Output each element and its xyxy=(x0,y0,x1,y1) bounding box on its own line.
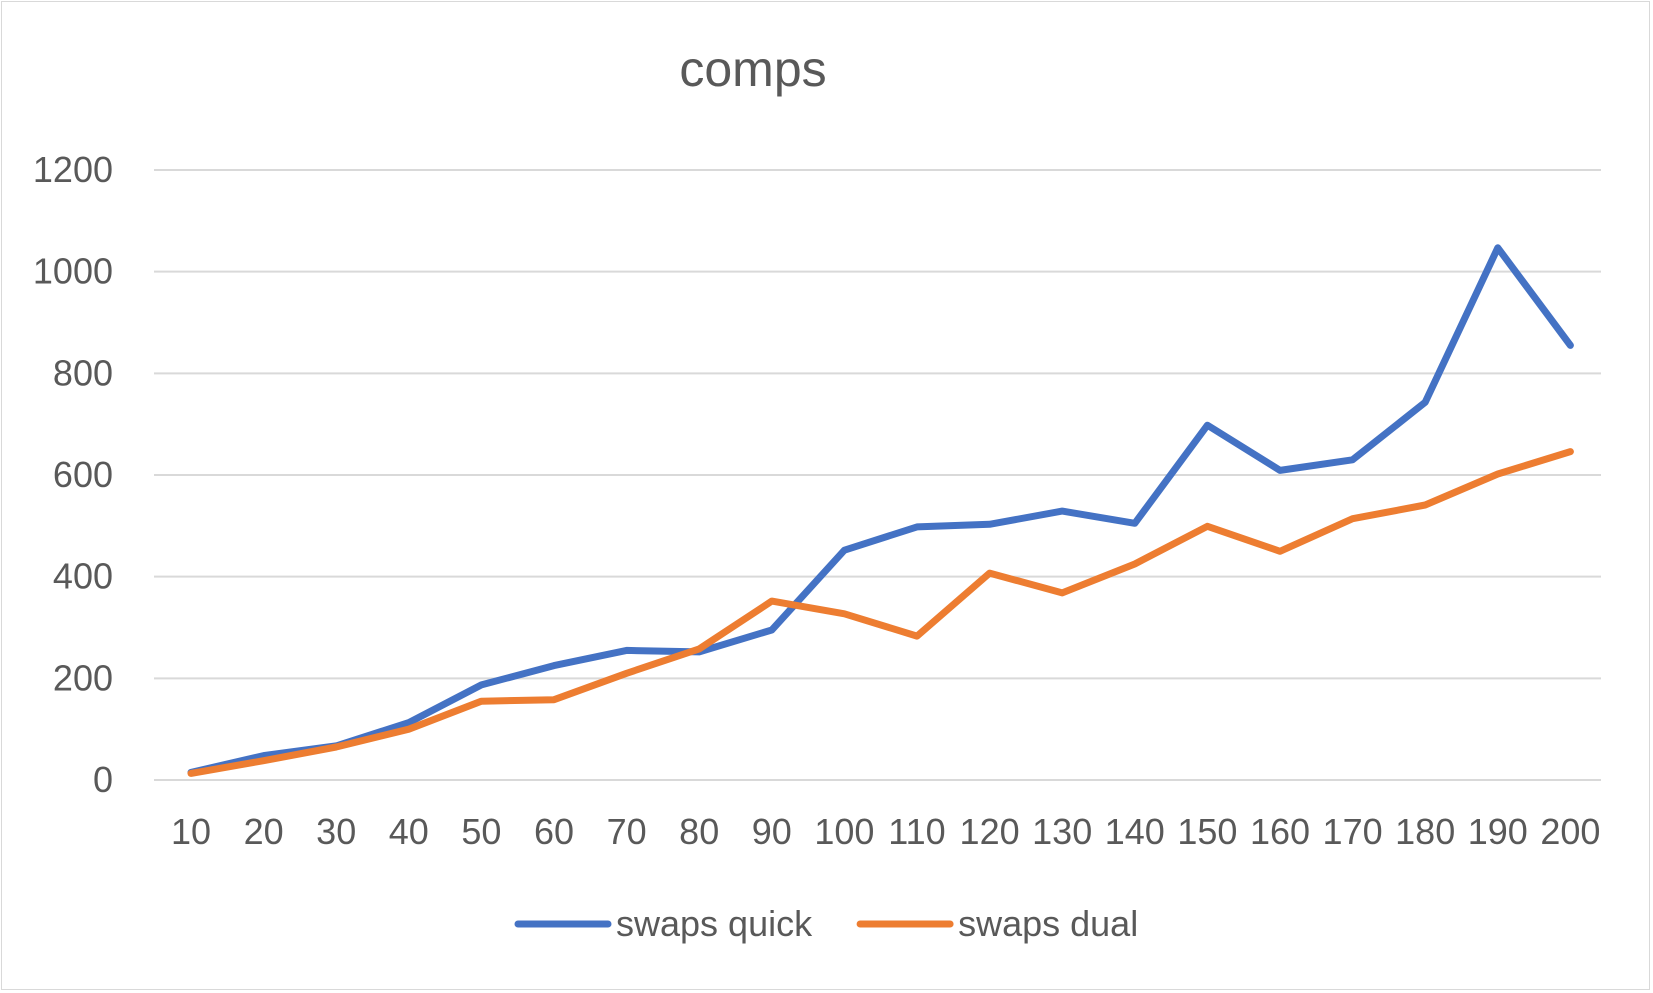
x-tick-label: 90 xyxy=(752,811,792,852)
x-tick-label: 60 xyxy=(534,811,574,852)
chart-title: comps xyxy=(679,41,827,97)
x-tick-label: 150 xyxy=(1177,811,1237,852)
y-tick-label: 0 xyxy=(93,759,113,800)
legend-label: swaps dual xyxy=(958,903,1138,944)
x-tick-label: 140 xyxy=(1105,811,1165,852)
x-axis-labels: 10 20 30 40 50 60 70 80 90 100 110 120 130 140 150 160 1… xyxy=(171,811,1600,852)
x-tick-label: 20 xyxy=(244,811,284,852)
x-tick-label: 170 xyxy=(1323,811,1383,852)
x-tick-label: 110 xyxy=(888,811,945,852)
series-line xyxy=(187,244,1574,776)
y-tick-label: 800 xyxy=(53,352,113,393)
x-tick-label: 70 xyxy=(607,811,647,852)
x-tick-label: 40 xyxy=(389,811,429,852)
x-tick-label: 100 xyxy=(814,811,874,852)
y-tick-label: 400 xyxy=(53,556,113,597)
x-tick-label: 180 xyxy=(1395,811,1455,852)
x-tick-label: 160 xyxy=(1250,811,1310,852)
x-tick-label: 30 xyxy=(316,811,356,852)
grid-lines xyxy=(154,169,1601,781)
x-tick-label: 200 xyxy=(1540,811,1600,852)
x-tick-label: 80 xyxy=(679,811,719,852)
legend-label: swaps quick xyxy=(616,903,813,944)
y-tick-label: 200 xyxy=(53,657,113,698)
legend: swaps quick swaps dual xyxy=(514,903,1138,944)
x-tick-label: 190 xyxy=(1468,811,1528,852)
y-axis-labels: 0 200 400 600 800 1000 1200 xyxy=(33,149,113,800)
y-tick-label: 1000 xyxy=(33,251,113,292)
y-tick-label: 1200 xyxy=(33,149,113,190)
y-tick-label: 600 xyxy=(53,454,113,495)
x-tick-label: 50 xyxy=(461,811,501,852)
x-tick-label: 120 xyxy=(960,811,1020,852)
x-tick-label: 10 xyxy=(171,811,211,852)
series-line xyxy=(187,448,1574,777)
x-tick-label: 130 xyxy=(1032,811,1092,852)
series-lines xyxy=(187,244,1574,777)
